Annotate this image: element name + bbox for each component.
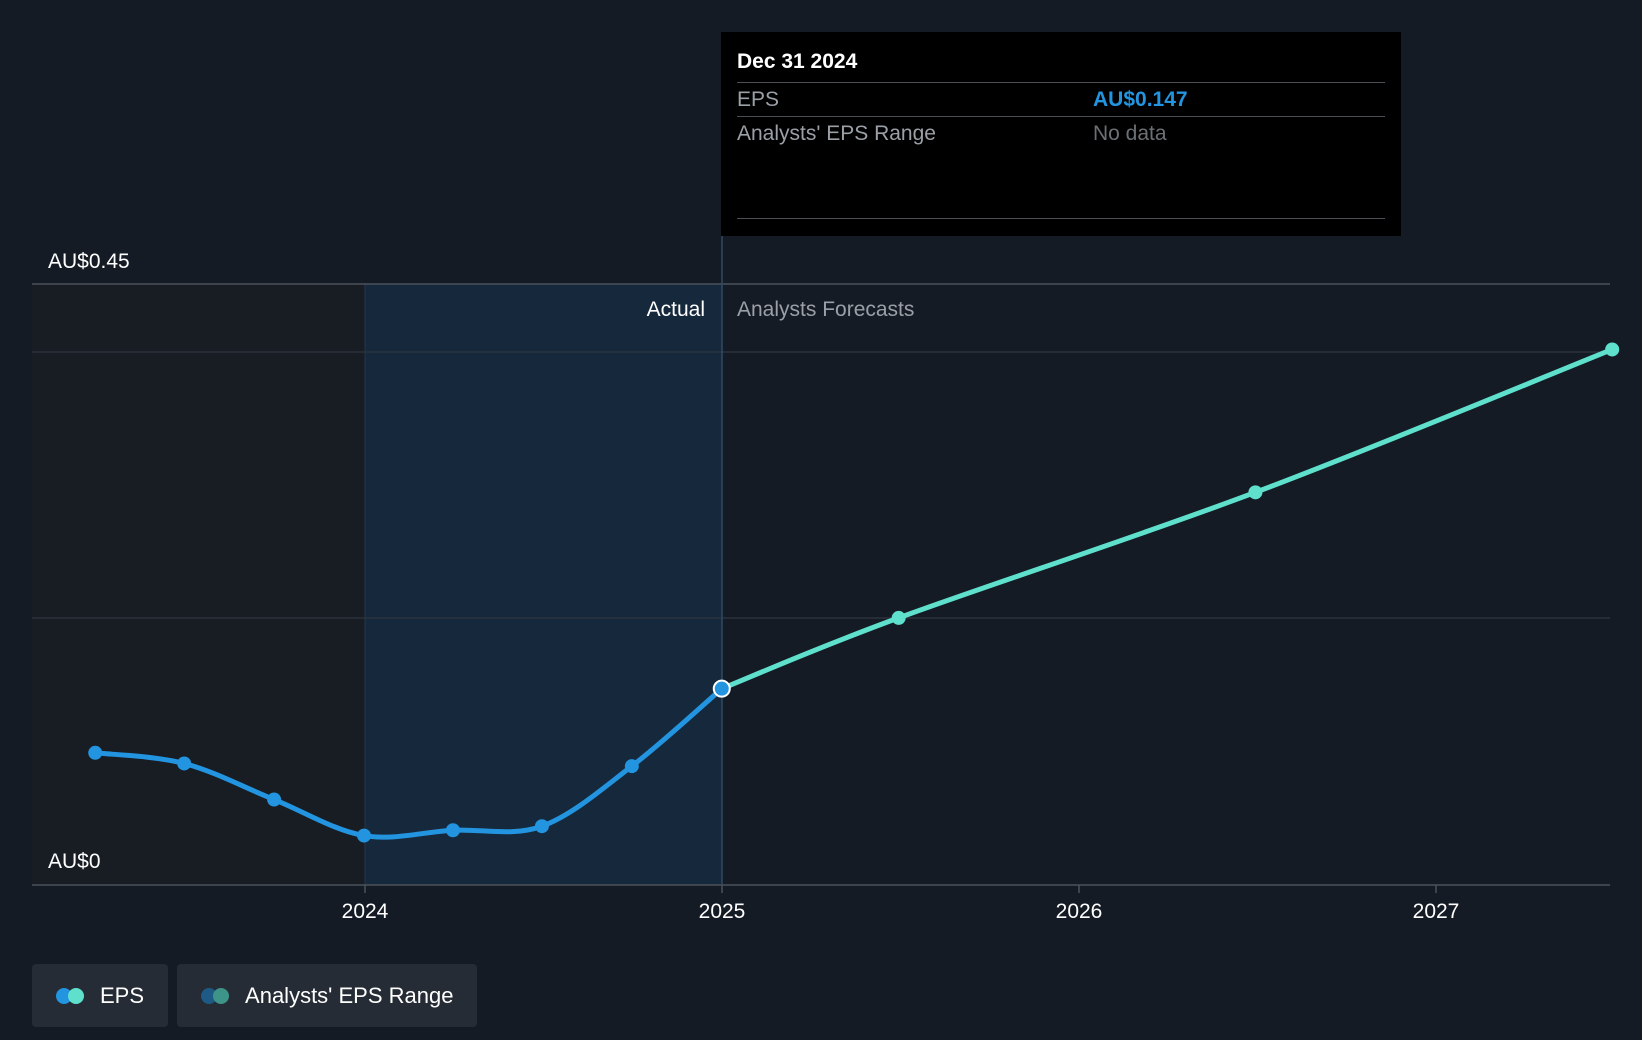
- range-legend-icon: [201, 987, 231, 1004]
- forecast-label: Analysts Forecasts: [737, 298, 914, 321]
- eps-forecast-point[interactable]: [891, 610, 906, 625]
- eps-actual-point[interactable]: [445, 823, 460, 838]
- tooltip-date: Dec 31 2024: [737, 46, 1385, 83]
- legend-eps-button[interactable]: EPS: [32, 964, 169, 1027]
- eps-actual-point[interactable]: [267, 792, 282, 807]
- tooltip-range-value: No data: [1093, 122, 1167, 145]
- eps-actual-point[interactable]: [624, 759, 639, 774]
- eps-actual-point[interactable]: [357, 828, 372, 843]
- tooltip-divider: [737, 218, 1385, 219]
- tooltip-range-row: Analysts' EPS Range No data: [737, 117, 1385, 150]
- past-shading: [32, 284, 365, 885]
- tooltip-eps-row: EPS AU$0.147: [737, 83, 1385, 117]
- tooltip-range-label: Analysts' EPS Range: [737, 122, 936, 145]
- eps-actual-point[interactable]: [534, 819, 549, 834]
- eps-actual-point[interactable]: [177, 756, 192, 771]
- eps-forecast-point[interactable]: [1248, 485, 1263, 500]
- x-tick-label: 2025: [699, 900, 746, 923]
- eps-highlighted-point[interactable]: [712, 679, 731, 698]
- eps-forecast-point[interactable]: [1605, 342, 1620, 357]
- eps-tooltip: Dec 31 2024 EPS AU$0.147 Analysts' EPS R…: [721, 32, 1401, 236]
- tooltip-eps-label: EPS: [737, 88, 780, 111]
- x-tick-label: 2024: [342, 900, 389, 923]
- legend-range-label: Analysts' EPS Range: [245, 982, 454, 1008]
- x-tick-label: 2027: [1413, 900, 1460, 923]
- legend-eps-label: EPS: [100, 982, 145, 1008]
- tooltip-eps-value: AU$0.147: [1093, 88, 1188, 111]
- y-axis-bottom-label: AU$0: [48, 850, 101, 873]
- y-axis-top-label: AU$0.45: [48, 250, 130, 273]
- eps-actual-point[interactable]: [88, 745, 103, 760]
- actual-label: Actual: [647, 298, 705, 321]
- eps-forecast-line: [719, 346, 1615, 692]
- legend: EPS Analysts' EPS Range: [32, 964, 478, 1027]
- eps-legend-icon: [56, 987, 86, 1004]
- x-tick-label: 2026: [1056, 900, 1103, 923]
- actual-highlight: [365, 284, 722, 885]
- legend-range-button[interactable]: Analysts' EPS Range: [177, 964, 478, 1027]
